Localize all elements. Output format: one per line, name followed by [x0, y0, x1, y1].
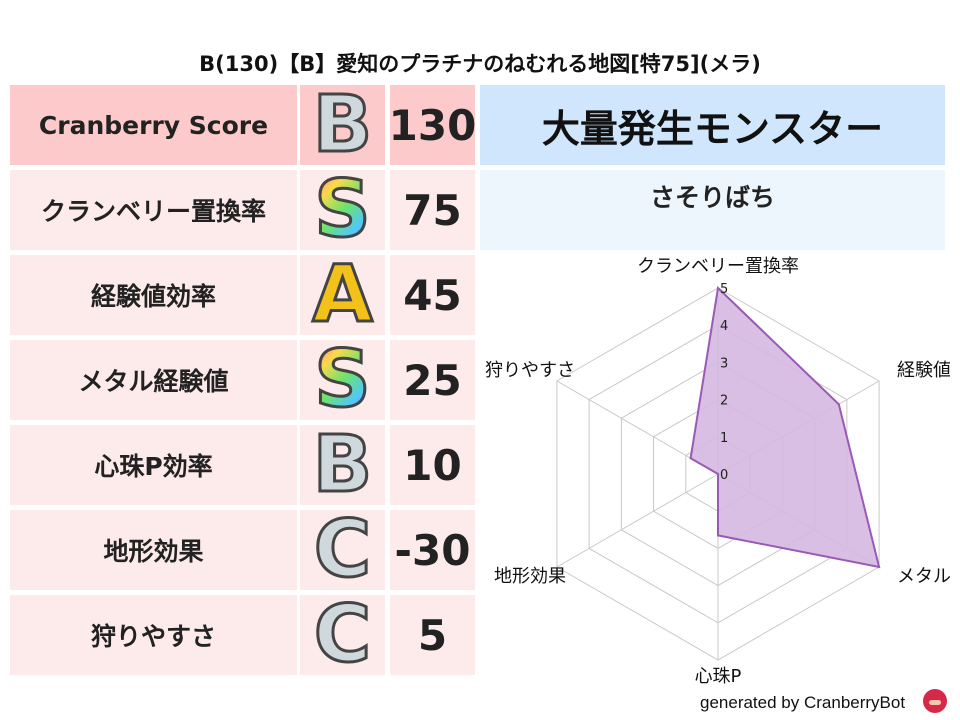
- row-value: 10: [390, 425, 475, 505]
- grade-letter: S: [313, 165, 372, 255]
- row-value-text: 130: [388, 100, 477, 150]
- data-point: [837, 403, 840, 406]
- axis-label: クランベリー置換率: [637, 256, 799, 277]
- footer-credit: generated by CranberryBot: [700, 693, 906, 712]
- axis-label: 心珠P: [695, 666, 742, 687]
- row-label: Cranberry Score: [10, 85, 297, 165]
- data-point: [717, 534, 719, 537]
- grade-letter: B: [311, 80, 373, 170]
- grade-letter: C: [312, 590, 372, 680]
- row-value: -30: [390, 510, 475, 590]
- grade-badge: C: [300, 505, 385, 595]
- tick-label: 1: [720, 431, 728, 446]
- row-value-text: -30: [394, 525, 471, 575]
- row-label-text: クランベリー置換率: [40, 197, 266, 226]
- grade-badge: B: [300, 420, 385, 510]
- cranberry-bot-icon: [923, 689, 947, 713]
- row-value: 25: [390, 340, 475, 420]
- row-label: 経験値効率: [10, 255, 297, 335]
- grade-badge: S: [300, 165, 385, 255]
- tick-label: 4: [720, 319, 728, 334]
- grade-badge: S: [300, 335, 385, 425]
- tick-label: 0: [720, 468, 728, 483]
- data-point: [689, 457, 692, 460]
- grade-letter: C: [312, 505, 372, 595]
- page-title: B(130)【B】愛知のプラチナのねむれる地図[特75](メラ): [199, 52, 761, 76]
- tick-label: 5: [720, 282, 728, 297]
- row-label-text: メタル経験値: [78, 367, 229, 396]
- row-label-text: Cranberry Score: [38, 110, 269, 140]
- row-label-text: 地形効果: [103, 537, 204, 566]
- row-label-text: 心珠P効率: [94, 452, 213, 481]
- row-value: 130: [388, 85, 477, 165]
- row-label: クランベリー置換率: [10, 170, 297, 250]
- axis-label: メタル: [897, 566, 950, 587]
- row-label: 狩りやすさ: [10, 595, 297, 675]
- grade-letter: A: [311, 250, 374, 340]
- row-value-text: 10: [403, 440, 462, 490]
- grade-badge: A: [300, 250, 385, 340]
- monster-name: さそりばち: [480, 170, 945, 250]
- row-value-text: 25: [403, 355, 462, 405]
- row-value-text: 5: [417, 610, 448, 660]
- row-value: 75: [390, 170, 475, 250]
- row-label-text: 経験値効率: [90, 282, 216, 311]
- grade-badge: C: [300, 590, 385, 680]
- grade-letter: B: [311, 420, 373, 510]
- tick-label: 3: [720, 356, 728, 371]
- grid-spoke: [556, 473, 719, 568]
- tick-label: 2: [720, 394, 728, 409]
- grade-letter: S: [313, 335, 372, 425]
- row-label: メタル経験値: [10, 340, 297, 420]
- row-value-text: 45: [403, 270, 462, 320]
- axis-label: 経験値: [897, 360, 950, 381]
- data-point: [717, 287, 719, 289]
- grade-badge: B: [300, 80, 385, 170]
- monster-header: 大量発生モンスター: [480, 85, 945, 165]
- row-value: 45: [390, 255, 475, 335]
- axis-label: 地形効果: [494, 566, 566, 587]
- row-value: 5: [390, 595, 475, 675]
- data-point: [717, 473, 719, 475]
- row-label: 地形効果: [10, 510, 297, 590]
- row-value-text: 75: [403, 185, 462, 235]
- axis-label: 狩りやすさ: [485, 360, 575, 381]
- data-point: [878, 566, 881, 568]
- row-label: 心珠P効率: [10, 425, 297, 505]
- data-polygon: [689, 285, 881, 569]
- row-label-text: 狩りやすさ: [90, 622, 216, 651]
